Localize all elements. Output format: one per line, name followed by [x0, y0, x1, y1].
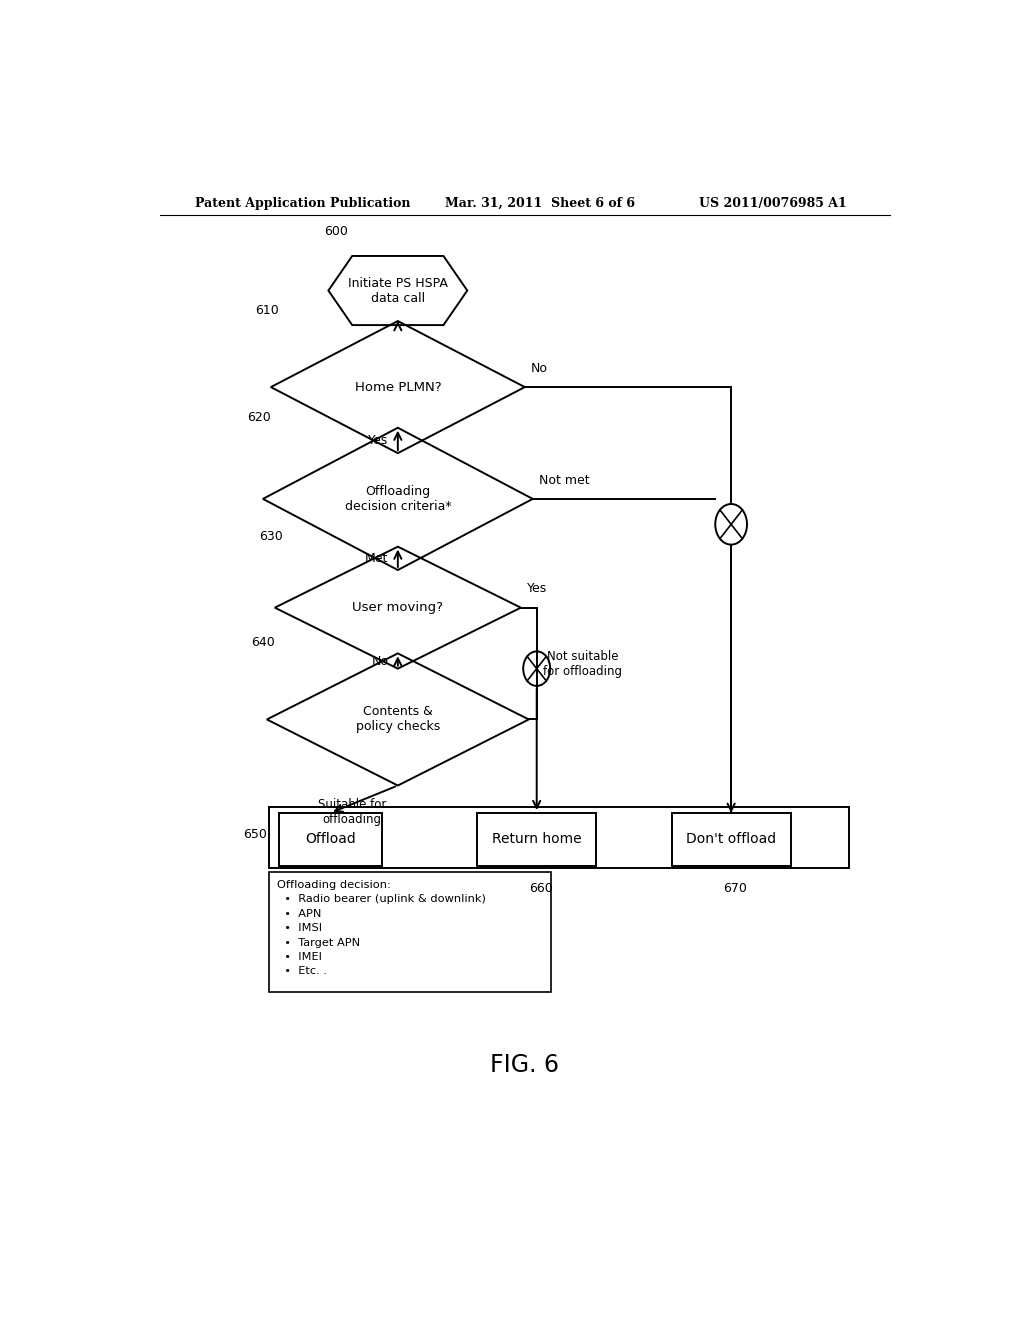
Text: Return home: Return home [492, 833, 582, 846]
Text: Don't offload: Don't offload [686, 833, 776, 846]
Text: No: No [531, 362, 548, 375]
Text: US 2011/0076985 A1: US 2011/0076985 A1 [699, 197, 847, 210]
Text: 670: 670 [723, 882, 748, 895]
Text: Yes: Yes [368, 434, 388, 447]
Text: Offload: Offload [305, 833, 355, 846]
Text: Suitable for
offloading: Suitable for offloading [317, 797, 386, 826]
Text: 610: 610 [255, 304, 279, 317]
Text: Not suitable
for offloading: Not suitable for offloading [543, 649, 622, 677]
Text: Not met: Not met [539, 474, 590, 487]
Text: Offloading
decision criteria*: Offloading decision criteria* [344, 484, 452, 513]
Text: Initiate PS HSPA
data call: Initiate PS HSPA data call [348, 276, 447, 305]
Text: 600: 600 [325, 224, 348, 238]
Text: Offloading decision:
  •  Radio bearer (uplink & downlink)
  •  APN
  •  IMSI
  : Offloading decision: • Radio bearer (upl… [278, 880, 486, 977]
Text: Met: Met [365, 552, 388, 565]
Text: 650: 650 [243, 828, 267, 841]
Text: Contents &
policy checks: Contents & policy checks [355, 705, 440, 734]
Text: Mar. 31, 2011  Sheet 6 of 6: Mar. 31, 2011 Sheet 6 of 6 [445, 197, 636, 210]
Text: 660: 660 [528, 882, 553, 895]
Text: No: No [372, 655, 388, 668]
Text: 640: 640 [251, 636, 274, 649]
Text: FIG. 6: FIG. 6 [490, 1053, 559, 1077]
Text: User moving?: User moving? [352, 601, 443, 614]
Text: Home PLMN?: Home PLMN? [354, 380, 441, 393]
Text: 630: 630 [259, 529, 283, 543]
Text: 620: 620 [247, 411, 270, 424]
Text: Yes: Yes [527, 582, 548, 595]
Text: Patent Application Publication: Patent Application Publication [196, 197, 411, 210]
